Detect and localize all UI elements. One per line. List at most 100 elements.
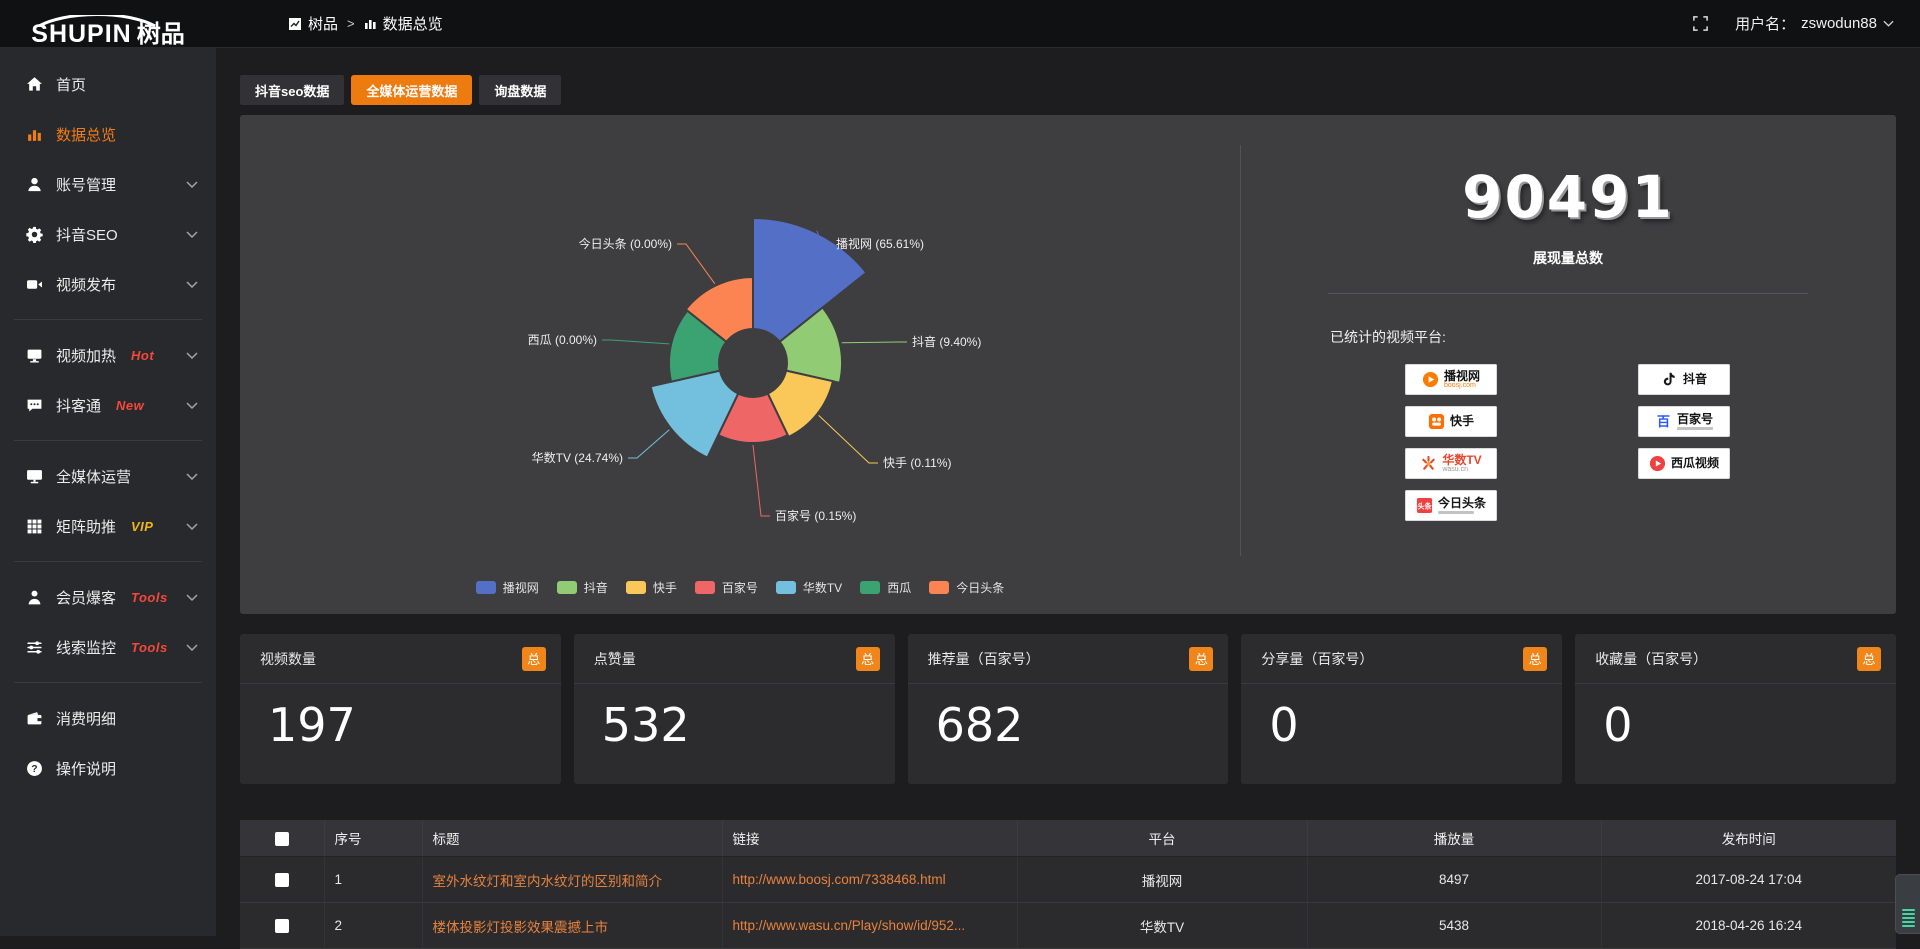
- platform-badge-wasu: 华数TV wasu.cn: [1405, 448, 1497, 479]
- sidebar-item-member-baoke[interactable]: 会员爆客 Tools: [0, 572, 216, 622]
- chart-legend: 播视网 抖音 快手 百家号 华数TV 西瓜 今日头条: [240, 579, 1240, 596]
- kuaishou-logo-icon: [1428, 413, 1445, 430]
- row-checkbox-cell: [240, 856, 325, 903]
- total-badge[interactable]: 总: [1523, 646, 1548, 671]
- pie-label-line-xigua: [602, 339, 670, 345]
- sidebar-item-lead-monitor[interactable]: 线索监控 Tools: [0, 622, 216, 672]
- sidebar-divider: [14, 319, 202, 320]
- stat-card-1: 点赞量 总 532: [573, 634, 895, 784]
- platform-badge-text: 播视网 boosj.com: [1444, 369, 1480, 390]
- sidebar-item-label: 矩阵助推: [56, 518, 117, 536]
- sidebar-item-douketong[interactable]: 抖客通 New: [0, 380, 216, 430]
- floating-widget[interactable]: [1895, 874, 1920, 934]
- breadcrumb-root[interactable]: 树品: [288, 13, 338, 34]
- total-badge[interactable]: 总: [1189, 646, 1214, 671]
- platform-subtext: wasu.cn: [1442, 466, 1469, 474]
- row-platform: 播视网: [1017, 856, 1308, 903]
- pie-slice-douyin[interactable]: [778, 306, 844, 384]
- legend-item-wasu[interactable]: 华数TV: [775, 579, 842, 596]
- video-title-link[interactable]: 室外水纹灯和室内水纹灯的区别和简介: [432, 873, 663, 889]
- sidebar-item-badge: Hot: [131, 347, 155, 363]
- sidebar-item-all-media-operation[interactable]: 全媒体运营: [0, 451, 216, 501]
- sidebar-item-home[interactable]: 首页: [0, 59, 216, 109]
- sidebar-nav: 首页数据总览账号管理 抖音SEO 视频发布视频加热 Hot 抖客通 New 全媒体运营矩阵助…: [0, 47, 216, 936]
- sidebar-item-label: 数据总览: [56, 126, 117, 144]
- select-all-checkbox[interactable]: [274, 831, 289, 846]
- pie-chart-region: 播视网 (65.61%) 抖音 (9.40%) 快手 (0.11%) 百家号 (0.1…: [240, 115, 1240, 614]
- breadcrumb-current[interactable]: 数据总览: [364, 13, 443, 34]
- row-checkbox[interactable]: [274, 919, 289, 934]
- platform-badge-xigua: 西瓜视频: [1638, 448, 1730, 479]
- sidebar-divider: [14, 440, 202, 441]
- home-icon: [26, 76, 43, 93]
- legend-swatch: [929, 581, 950, 594]
- pie-label-kuaishou: 快手 (0.11%): [883, 456, 951, 470]
- column-header-5: 发布时间: [1601, 820, 1896, 857]
- sidebar-item-label: 操作说明: [56, 760, 117, 778]
- chevron-down-icon: [186, 230, 198, 238]
- sidebar-item-label: 抖客通: [56, 397, 102, 415]
- sliders-icon: [26, 639, 43, 656]
- total-impressions-value: 90491: [1462, 163, 1674, 231]
- stat-card-label: 收藏量（百家号）: [1595, 650, 1708, 667]
- pie-slice-toutiao[interactable]: [684, 275, 754, 344]
- svg-text:头条: 头条: [1417, 502, 1432, 511]
- sidebar-item-operation-guide[interactable]: ? 操作说明: [0, 743, 216, 793]
- platform-name: 抖音: [1682, 372, 1707, 387]
- person-icon: [26, 589, 43, 606]
- sidebar-item-video-publish[interactable]: 视频发布: [0, 259, 216, 309]
- row-index: 2: [324, 902, 423, 949]
- username-value: zswodun88: [1801, 15, 1877, 32]
- tab-all-media-data[interactable]: 全媒体运营数据: [351, 75, 473, 105]
- sidebar-item-label: 首页: [56, 76, 87, 94]
- sidebar-item-video-heating[interactable]: 视频加热 Hot: [0, 330, 216, 380]
- row-checkbox[interactable]: [274, 873, 289, 888]
- pie-label-baijiahao: 百家号 (0.15%): [775, 508, 856, 523]
- legend-item-boosj[interactable]: 播视网: [475, 579, 539, 596]
- user-icon: [26, 176, 43, 193]
- svg-text:?: ?: [31, 764, 37, 775]
- pie-slice-boosj[interactable]: [752, 216, 868, 344]
- pie-label-line-douyin: [841, 341, 907, 344]
- platform-microtext-bar: [1676, 427, 1713, 431]
- pie-slice-wasu[interactable]: [649, 369, 740, 459]
- top-header: SHUPIN 树品 树品 > 数据总览 用户名： zswodun88: [0, 0, 1920, 48]
- chat-bubble-icon: [26, 397, 43, 414]
- pie-slice-kuaishou[interactable]: [766, 369, 835, 439]
- sidebar-item-account-management[interactable]: 账号管理: [0, 159, 216, 209]
- video-url-link[interactable]: http://www.boosj.com/7338468.html: [732, 872, 946, 887]
- rose-pie-chart: 播视网 (65.61%) 抖音 (9.40%) 快手 (0.11%) 百家号 (0.1…: [528, 216, 981, 523]
- legend-item-douyin[interactable]: 抖音: [556, 579, 608, 596]
- legend-label: 百家号: [721, 581, 758, 595]
- video-title-link[interactable]: 楼体投影灯投影效果震撼上市: [432, 919, 609, 935]
- stat-card-header: 推荐量（百家号） 总: [907, 634, 1229, 684]
- sidebar-item-douyin-seo[interactable]: 抖音SEO: [0, 209, 216, 259]
- video-data-table: 序号 标题 链接 平台 播放量 发布时间 1 室外水纹灯和室内水纹灯的区别和简介 http://…: [240, 820, 1896, 949]
- sidebar-item-label: 全媒体运营: [56, 468, 132, 486]
- platform-name: 西瓜视频: [1670, 456, 1719, 471]
- boosj-logo-icon: [1422, 371, 1439, 388]
- tab-douyin-seo-data[interactable]: 抖音seo数据: [240, 75, 345, 105]
- total-badge[interactable]: 总: [521, 646, 546, 671]
- total-badge[interactable]: 总: [855, 646, 880, 671]
- fullscreen-icon[interactable]: [1692, 15, 1709, 32]
- video-url-link[interactable]: http://www.wasu.cn/Play/show/id/952...: [732, 918, 966, 933]
- tab-inquiry-data[interactable]: 询盘数据: [479, 75, 562, 105]
- baijiahao-logo-icon: 百: [1655, 413, 1672, 430]
- legend-item-baijiahao[interactable]: 百家号: [694, 579, 758, 596]
- bar-chart-icon: [364, 17, 377, 30]
- chevron-down-icon: [186, 593, 198, 601]
- total-badge[interactable]: 总: [1856, 646, 1881, 671]
- pie-label-toutiao: 今日头条 (0.00%): [579, 236, 672, 251]
- legend-item-xigua[interactable]: 西瓜: [860, 579, 911, 596]
- sidebar-item-expense-detail[interactable]: 消费明细: [0, 693, 216, 743]
- sidebar-item-matrix-boost[interactable]: 矩阵助推 VIP: [0, 501, 216, 551]
- stat-card-label: 点赞量: [593, 650, 636, 667]
- sidebar-item-data-overview[interactable]: 数据总览: [0, 109, 216, 159]
- legend-item-toutiao[interactable]: 今日头条: [929, 579, 1004, 596]
- stat-card-header: 收藏量（百家号） 总: [1575, 634, 1896, 684]
- user-menu[interactable]: 用户名： zswodun88: [1735, 13, 1894, 34]
- stat-cards-row: 视频数量总 197 点赞量总 532 推荐量（百家号）总 682 分享量（百家号）总 0 收藏量…: [240, 634, 1896, 784]
- legend-item-kuaishou[interactable]: 快手: [625, 579, 677, 596]
